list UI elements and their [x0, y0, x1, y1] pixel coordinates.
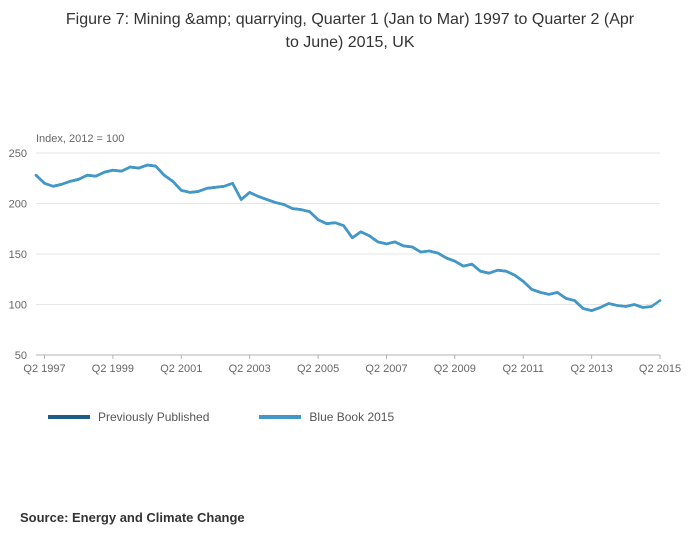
legend-item-blue-book-2015: Blue Book 2015 [259, 410, 394, 424]
chart-legend: Previously Published Blue Book 2015 [48, 410, 394, 424]
y-tick-label: 50 [15, 350, 27, 362]
x-tick-label: Q2 1997 [23, 363, 65, 375]
legend-label-previously-published: Previously Published [98, 410, 210, 424]
x-tick-label: Q2 1999 [92, 363, 134, 375]
x-tick-label: Q2 2011 [503, 363, 544, 375]
legend-swatch-blue-book-2015 [259, 415, 302, 419]
y-tick-label: 250 [9, 148, 27, 160]
x-tick-label: Q2 2005 [297, 363, 339, 375]
x-tick-label: Q2 2007 [365, 363, 407, 375]
legend-item-previously-published: Previously Published [48, 410, 209, 424]
y-tick-label: 200 [9, 199, 27, 211]
figure-title-text: Figure 7: Mining &amp; quarrying, Quarte… [65, 11, 635, 52]
legend-label-blue-book-2015: Blue Book 2015 [309, 410, 395, 424]
series-previously-published [34, 163, 653, 312]
axis-unit-label: Index, 2012 = 100 [36, 133, 124, 145]
series-blue-book-2015 [34, 163, 662, 312]
x-tick-label: Q2 2015 [639, 363, 681, 375]
y-tick-label: 150 [9, 249, 27, 261]
source-note: Source: Energy and Climate Change [20, 510, 245, 525]
x-tick-label: Q2 2003 [229, 363, 271, 375]
y-tick-label: 100 [9, 300, 27, 312]
x-tick-label: Q2 2013 [570, 363, 612, 375]
x-tick-label: Q2 2009 [434, 363, 476, 375]
chart: 50 100 150 200 250 Q2 1997 Q2 1999 Q2 2001 Q2 20… [0, 128, 700, 378]
figure-title: Figure 7: Mining &amp; quarrying, Quarte… [0, 8, 700, 54]
line-chart: 50 100 150 200 250 Q2 1997 Q2 1999 Q2 2001 Q2 20… [9, 133, 681, 375]
legend-swatch-previously-published [48, 415, 90, 419]
x-tick-label: Q2 2001 [160, 363, 202, 375]
